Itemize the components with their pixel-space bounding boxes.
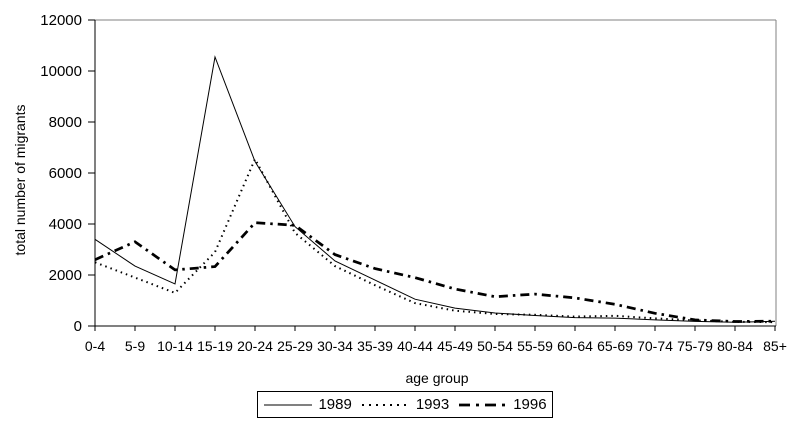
x-tick-label: 5-9 xyxy=(125,338,145,354)
x-tick-label: 55-59 xyxy=(517,338,553,354)
x-tick-label: 35-39 xyxy=(357,338,393,354)
series-line-1996 xyxy=(94,221,776,323)
x-tick-label: 75-79 xyxy=(677,338,713,354)
legend-label-1993: 1993 xyxy=(415,396,450,413)
legend-item-1996: 1996 xyxy=(458,396,547,413)
y-tick-label: 12000 xyxy=(40,12,82,29)
x-tick-label: 25-29 xyxy=(277,338,313,354)
y-tick-label: 2000 xyxy=(49,267,82,284)
x-tick-label: 85+ xyxy=(763,338,787,354)
x-tick-label: 20-24 xyxy=(237,338,273,354)
x-tick-label: 30-34 xyxy=(317,338,353,354)
x-tick-label: 60-64 xyxy=(557,338,593,354)
x-tick-label: 15-19 xyxy=(197,338,233,354)
x-tick-label: 70-74 xyxy=(637,338,673,354)
legend-label-1996: 1996 xyxy=(513,396,547,413)
series-line-1993 xyxy=(94,156,776,324)
legend-item-1993: 1993 xyxy=(361,396,449,413)
x-tick-label: 10-14 xyxy=(157,338,193,354)
x-tick-label: 45-49 xyxy=(437,338,473,354)
y-tick-label: 6000 xyxy=(49,165,82,182)
y-tick-label: 8000 xyxy=(49,114,82,131)
x-tick-label: 80-84 xyxy=(717,338,753,354)
legend-line-sample-1989 xyxy=(264,404,313,405)
x-tick-label: 40-44 xyxy=(397,338,433,354)
x-tick-label: 0-4 xyxy=(85,338,105,354)
x-tick-label: 50-54 xyxy=(477,338,513,354)
legend: 1989 1993 1996 xyxy=(257,391,553,418)
x-tick-label: 65-69 xyxy=(597,338,633,354)
y-axis-title: total number of migrants xyxy=(12,104,28,256)
legend-label-1989: 1989 xyxy=(318,396,352,413)
legend-item-1989: 1989 xyxy=(263,396,352,413)
y-tick-label: 4000 xyxy=(49,216,82,233)
x-axis-title: age group xyxy=(405,370,469,386)
series-line-1989 xyxy=(94,55,776,323)
y-tick-label: 0 xyxy=(74,318,82,335)
y-tick-label: 10000 xyxy=(40,63,82,80)
legend-line-sample-1993 xyxy=(361,403,410,406)
legend-line-sample-1996 xyxy=(459,403,508,406)
